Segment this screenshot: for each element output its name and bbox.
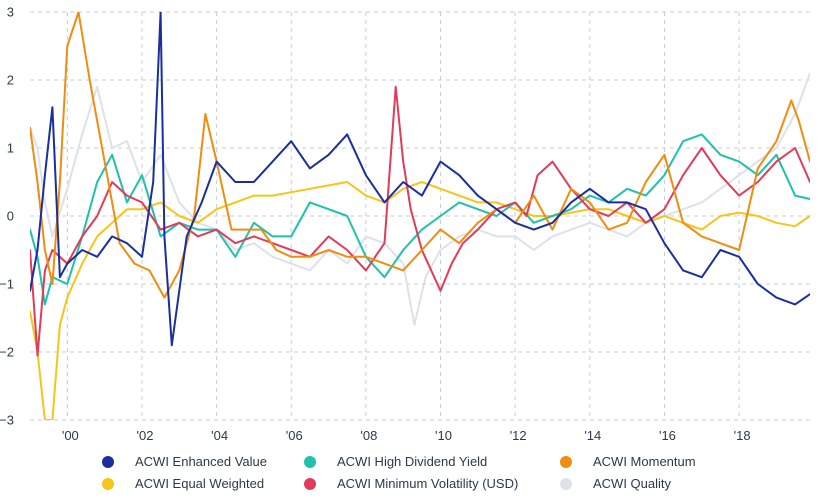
legend-swatch bbox=[304, 456, 316, 468]
y-tick-label: 0 bbox=[7, 209, 14, 224]
legend-swatch bbox=[102, 478, 114, 490]
series-line-acwi-quality bbox=[30, 72, 810, 326]
legend-label: ACWI High Dividend Yield bbox=[337, 454, 487, 469]
series-line-acwi-high-dividend-yield bbox=[30, 133, 810, 306]
legend-item: ACWI Quality bbox=[560, 476, 672, 491]
x-tick-label: '04 bbox=[211, 428, 228, 443]
legend-swatch bbox=[102, 456, 114, 468]
series-line-acwi-momentum bbox=[30, 12, 810, 299]
legend-swatch bbox=[304, 478, 316, 490]
legend-label: ACWI Momentum bbox=[593, 454, 696, 469]
legend-swatch bbox=[560, 456, 572, 468]
legend-item: ACWI Minimum Volatility (USD) bbox=[304, 476, 518, 491]
x-tick-label: '12 bbox=[510, 428, 527, 443]
x-tick-label: '14 bbox=[584, 428, 601, 443]
y-tick-label: −3 bbox=[0, 413, 14, 428]
y-tick-label: −2 bbox=[0, 345, 14, 360]
y-axis-ticks: 3 2 1 0 −1 −2 −3 bbox=[0, 5, 14, 428]
x-tick-label: '00 bbox=[62, 428, 79, 443]
legend-item: ACWI Equal Weighted bbox=[102, 476, 264, 491]
legend-item: ACWI Enhanced Value bbox=[102, 454, 267, 469]
x-tick-label: '02 bbox=[136, 428, 153, 443]
legend-label: ACWI Minimum Volatility (USD) bbox=[337, 476, 518, 491]
x-tick-label: '08 bbox=[360, 428, 377, 443]
x-tick-label: '16 bbox=[659, 428, 676, 443]
y-tick-label: 1 bbox=[7, 141, 14, 156]
legend-label: ACWI Equal Weighted bbox=[135, 476, 264, 491]
legend-label: ACWI Quality bbox=[593, 476, 672, 491]
legend-swatch bbox=[560, 478, 572, 490]
grid bbox=[30, 11, 810, 421]
x-tick-label: '10 bbox=[435, 428, 452, 443]
legend-label: ACWI Enhanced Value bbox=[135, 454, 267, 469]
series-line-acwi-enhanced-value bbox=[30, 12, 810, 347]
y-tick-label: −1 bbox=[0, 277, 14, 292]
y-tick-label: 2 bbox=[7, 73, 14, 88]
x-tick-label: '18 bbox=[734, 428, 751, 443]
x-axis-ticks: '00 '02 '04 '06 '08 '10 '12 '14 '16 '18 bbox=[62, 428, 751, 443]
legend-item: ACWI Momentum bbox=[560, 454, 696, 469]
legend: ACWI Enhanced Value ACWI High Dividend Yi… bbox=[102, 454, 696, 491]
legend-item: ACWI High Dividend Yield bbox=[304, 454, 487, 469]
x-tick-label: '06 bbox=[286, 428, 303, 443]
y-tick-label: 3 bbox=[7, 5, 14, 20]
series-lines bbox=[30, 12, 810, 420]
